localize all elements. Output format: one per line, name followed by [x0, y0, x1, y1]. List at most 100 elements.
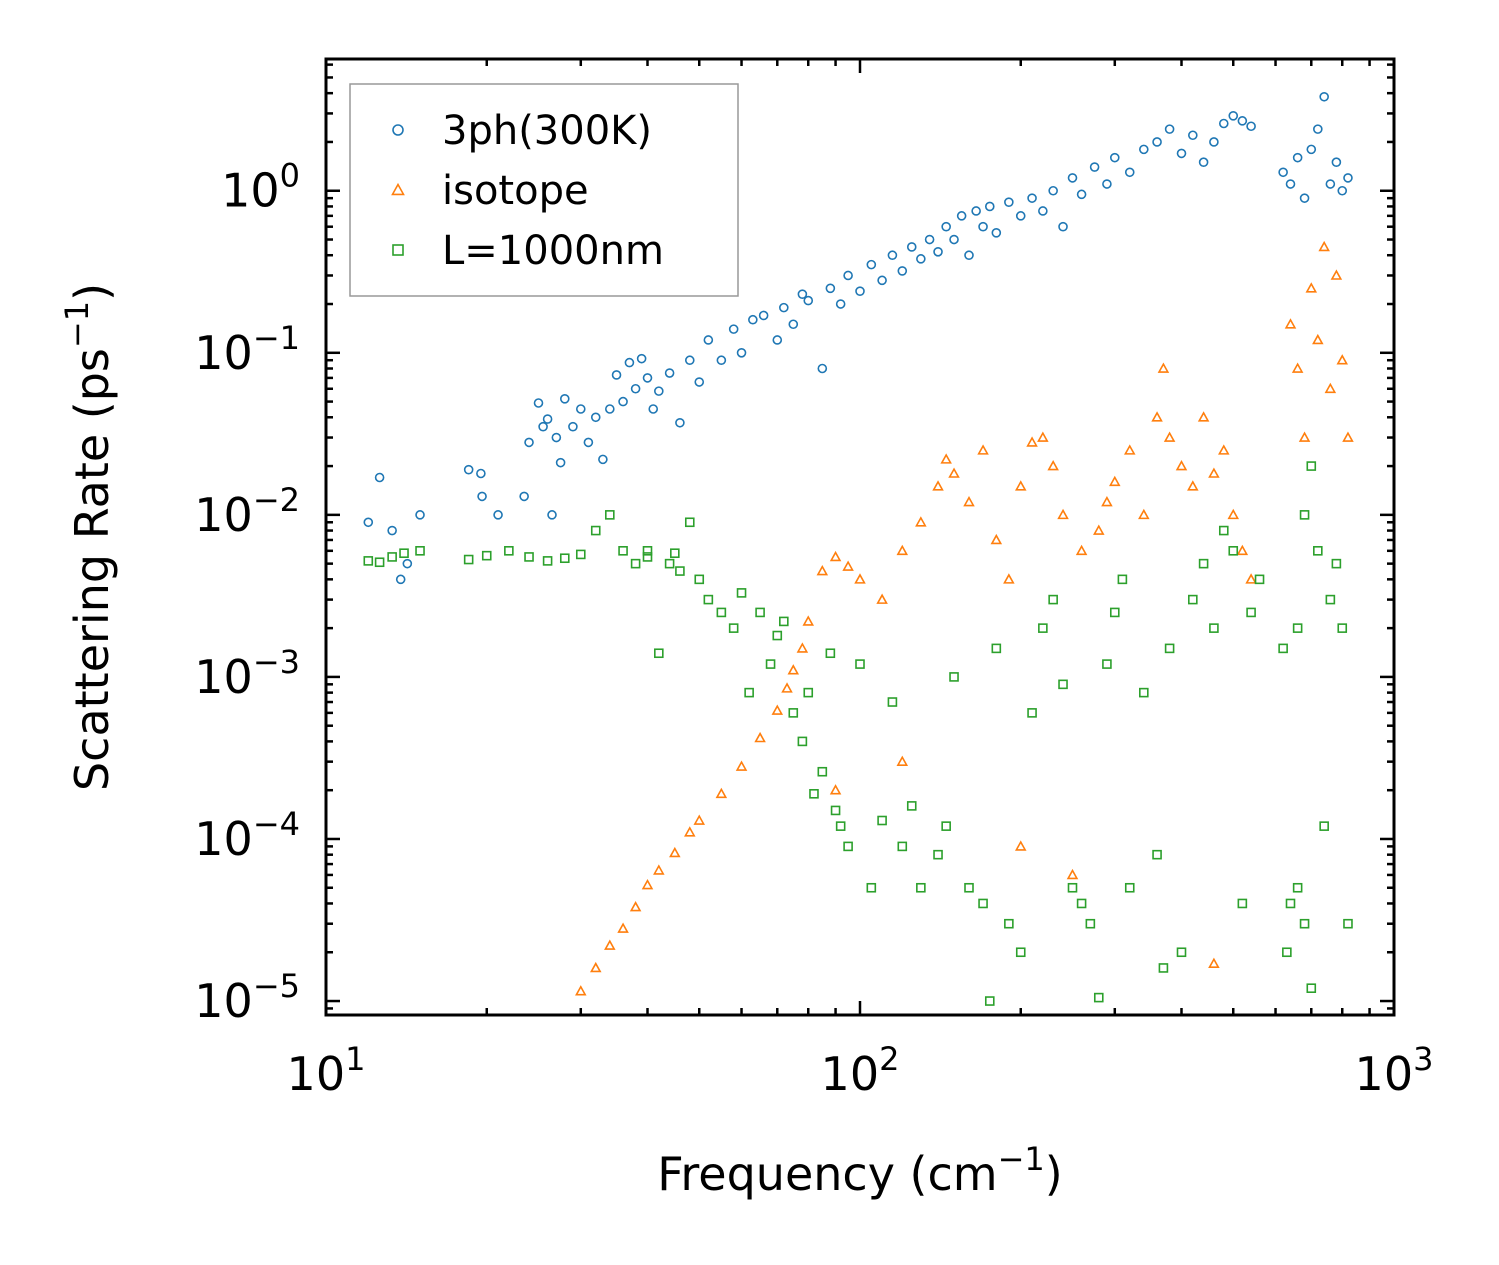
circle-point — [395, 574, 406, 585]
square-point — [1306, 461, 1317, 471]
square-point — [1058, 679, 1068, 690]
legend-entry: 3ph(300K) — [392, 108, 652, 154]
circle-point — [363, 517, 374, 528]
circle-point — [855, 286, 865, 296]
square-point — [415, 546, 425, 556]
square-point — [1176, 947, 1187, 958]
series-3ph(300K) — [363, 91, 1353, 585]
square-point — [1152, 849, 1162, 860]
square-point — [1337, 623, 1348, 633]
triangle-point — [1298, 431, 1311, 442]
triangle-point — [896, 755, 909, 766]
triangle-point — [1075, 544, 1088, 556]
circle-point — [1209, 137, 1219, 147]
square-point — [1067, 882, 1078, 893]
square-point — [1278, 643, 1288, 654]
circle-point — [1343, 173, 1353, 183]
square-point — [1218, 525, 1229, 536]
circle-point — [1285, 179, 1296, 189]
circle-point — [524, 437, 534, 448]
square-point — [755, 607, 765, 618]
square-point — [803, 687, 814, 698]
circle-point — [1188, 130, 1198, 141]
triangle-point — [1157, 362, 1170, 373]
circle-point — [1089, 162, 1100, 172]
square-point — [542, 556, 553, 566]
square-point — [1343, 918, 1353, 929]
circle-point — [1176, 148, 1187, 159]
triangle-point — [669, 846, 681, 858]
square-point — [830, 805, 841, 816]
square-point — [855, 659, 865, 669]
circle-point — [933, 246, 943, 257]
circle-point — [728, 324, 739, 334]
square-point — [1299, 918, 1310, 929]
triangle-point — [715, 787, 728, 799]
triangle-point — [796, 642, 809, 653]
square-point — [736, 588, 747, 598]
triangle-point — [1336, 354, 1349, 365]
circle-point — [1218, 118, 1229, 129]
circle-point — [1139, 144, 1149, 155]
circle-point — [991, 228, 1002, 238]
circle-point — [583, 437, 594, 448]
triangle-point — [1187, 480, 1199, 491]
circle-point — [630, 383, 641, 394]
circle-point — [835, 299, 846, 309]
square-point — [835, 821, 846, 831]
circle-point — [618, 396, 628, 407]
circle-point — [675, 417, 685, 428]
circle-point — [1058, 221, 1068, 232]
square-point — [1109, 607, 1120, 618]
y-tick-label: 100 — [221, 157, 300, 218]
triangle-point — [1057, 508, 1069, 520]
circle-point — [476, 468, 486, 479]
circle-point — [916, 254, 926, 264]
triangle-point — [787, 664, 800, 675]
square-point — [1198, 558, 1209, 569]
circle-point — [1278, 167, 1288, 178]
circle-point — [978, 221, 988, 232]
triangle-point — [1318, 240, 1330, 252]
square-point — [374, 557, 385, 568]
circle-point — [817, 363, 828, 374]
circle-point — [598, 454, 608, 465]
square-point — [363, 556, 374, 566]
triangle-point — [735, 760, 748, 771]
circle-point — [797, 289, 808, 299]
square-point — [1228, 546, 1239, 556]
triangle-point — [1175, 460, 1188, 471]
circle-point — [568, 421, 578, 432]
triangle-point — [1227, 508, 1240, 520]
circle-point — [533, 398, 544, 408]
legend-frame — [349, 83, 739, 297]
circle-point — [906, 242, 917, 252]
triangle-point — [816, 565, 829, 576]
circle-point — [758, 310, 769, 321]
circle-point — [956, 211, 967, 221]
axis-ticks-layer — [324, 59, 1396, 1015]
circle-point — [788, 319, 799, 330]
triangle-point — [1218, 444, 1230, 455]
circle-point — [387, 525, 397, 536]
triangle-point — [1342, 431, 1354, 442]
x-tick-label: 102 — [821, 1040, 900, 1101]
square-point — [642, 552, 653, 562]
triangle-point — [1037, 431, 1049, 442]
square-point — [728, 623, 739, 633]
square-point — [809, 788, 819, 799]
circle-point — [1164, 124, 1175, 134]
square-point — [463, 554, 474, 565]
square-point — [675, 566, 685, 576]
square-point — [1139, 687, 1149, 698]
circle-point — [1246, 121, 1256, 132]
triangle-point — [940, 453, 952, 464]
square-point — [684, 517, 695, 528]
circle-point — [1237, 116, 1248, 126]
triangle-point — [1123, 444, 1136, 455]
circle-point — [605, 404, 615, 414]
circle-point — [1067, 173, 1078, 183]
y-tick-label: 10−5 — [194, 967, 300, 1028]
triangle-point — [854, 573, 866, 584]
triangle-point — [754, 731, 766, 743]
